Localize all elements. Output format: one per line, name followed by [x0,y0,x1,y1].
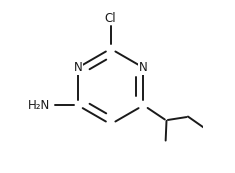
Text: N: N [139,61,148,74]
Text: Cl: Cl [105,12,117,25]
Text: H₂N: H₂N [28,99,51,112]
Text: N: N [74,61,82,74]
